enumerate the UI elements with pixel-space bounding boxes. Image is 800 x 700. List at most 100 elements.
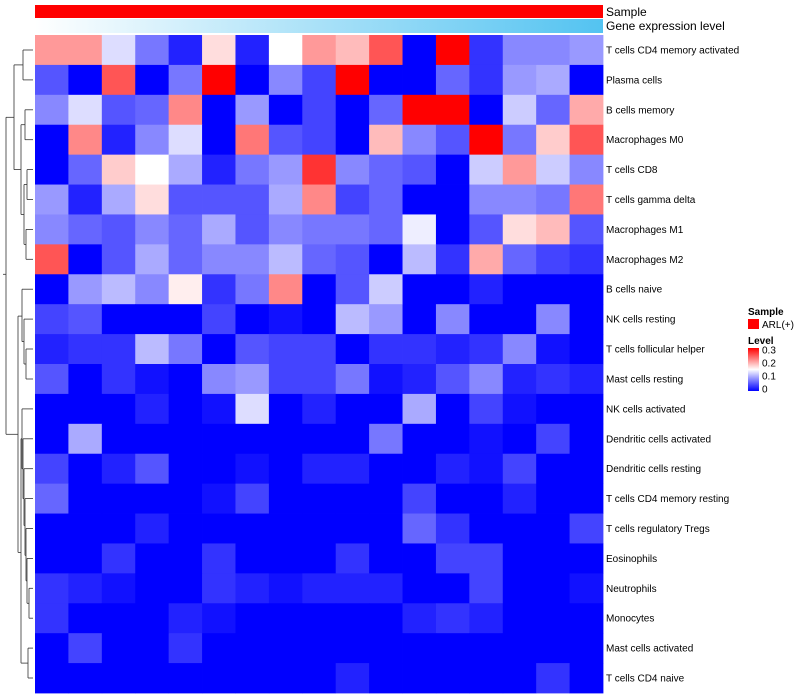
heatmap-cell [268, 35, 303, 66]
heatmap-cell [502, 543, 537, 574]
legend-sample-title: Sample [748, 307, 784, 318]
heatmap-cell [135, 64, 170, 96]
heatmap-cell [302, 543, 337, 574]
heatmap-cell [268, 94, 303, 126]
heatmap-cell [335, 663, 370, 694]
heatmap-cell [302, 154, 337, 185]
heatmap-cell [235, 663, 270, 694]
heatmap-cell [68, 184, 103, 215]
row-label: T cells follicular helper [606, 345, 705, 356]
heatmap-cell [268, 274, 303, 305]
heatmap-cell [369, 483, 403, 514]
heatmap-cell [135, 423, 170, 455]
heatmap-cell [101, 393, 136, 425]
heatmap-cell [202, 94, 236, 126]
heatmap-cell [369, 663, 403, 694]
heatmap-cell [268, 214, 303, 245]
heatmap-cell [168, 304, 203, 335]
heatmap-cell [502, 603, 537, 634]
heatmap-cell [335, 364, 370, 395]
heatmap-cell [302, 423, 337, 455]
row-label: Macrophages M1 [606, 225, 684, 236]
heatmap-cell [302, 124, 337, 156]
heatmap-cell [569, 35, 604, 66]
heatmap-cell [68, 304, 103, 335]
legend-tick-label: 0 [762, 385, 768, 396]
heatmap-cell [101, 214, 136, 245]
heatmap-cell [268, 64, 303, 96]
heatmap-cell [335, 393, 370, 425]
heatmap-cell [202, 154, 236, 185]
heatmap-cell [235, 483, 270, 514]
heatmap-cell [101, 483, 136, 514]
heatmap-cell [569, 483, 604, 514]
heatmap-cell [536, 274, 570, 305]
heatmap-cell [469, 35, 504, 66]
heatmap-cell [536, 334, 570, 365]
heatmap-cell [435, 64, 470, 96]
heatmap-cell [101, 64, 136, 96]
heatmap-cell [435, 364, 470, 395]
heatmap-cell [268, 124, 303, 156]
heatmap-cell [68, 513, 103, 544]
heatmap-cell [435, 573, 470, 604]
heatmap-cell [569, 244, 604, 275]
heatmap-cell [35, 423, 69, 455]
heatmap-cell [369, 214, 403, 245]
heatmap-cell [135, 35, 170, 66]
heatmap-cell [569, 633, 604, 664]
heatmap-cell [202, 513, 236, 544]
heatmap-cell [202, 633, 236, 664]
heatmap-cell [335, 304, 370, 335]
heatmap-cell [268, 453, 303, 485]
heatmap-cell [35, 513, 69, 544]
heatmap-cell [168, 35, 203, 66]
row-label: NK cells resting [606, 315, 675, 326]
heatmap-cell [536, 453, 570, 485]
heatmap-cell [569, 94, 604, 126]
heatmap-cell [302, 603, 337, 634]
heatmap-cells [35, 35, 604, 694]
heatmap-cell [168, 663, 203, 694]
heatmap-cell [435, 543, 470, 574]
heatmap-cell [502, 124, 537, 156]
heatmap-cell [35, 633, 69, 664]
heatmap-cell [569, 274, 604, 305]
heatmap-cell [469, 543, 504, 574]
heatmap-cell [402, 513, 437, 544]
heatmap-cell [135, 334, 170, 365]
row-dendrogram [3, 49, 33, 679]
heatmap-cell [135, 304, 170, 335]
heatmap-cell [135, 483, 170, 514]
heatmap-cell [268, 184, 303, 215]
heatmap-cell [202, 244, 236, 275]
heatmap-cell [168, 423, 203, 455]
heatmap-cell [402, 603, 437, 634]
heatmap-cell [235, 603, 270, 634]
heatmap-cell [536, 124, 570, 156]
heatmap-cell [168, 573, 203, 604]
heatmap-cell [135, 244, 170, 275]
heatmap-cell [469, 513, 504, 544]
heatmap-cell [135, 184, 170, 215]
heatmap-cell [536, 393, 570, 425]
row-label: NK cells activated [606, 404, 685, 415]
heatmap-cell [135, 154, 170, 185]
heatmap-cell [369, 543, 403, 574]
row-label: B cells memory [606, 105, 674, 116]
heatmap-cell [202, 274, 236, 305]
heatmap-cell [502, 334, 537, 365]
heatmap-cell [35, 274, 69, 305]
heatmap-cell [101, 573, 136, 604]
heatmap-cell [35, 453, 69, 485]
heatmap-cell [202, 364, 236, 395]
heatmap-cell [35, 154, 69, 185]
heatmap-cell [235, 453, 270, 485]
heatmap-cell [202, 483, 236, 514]
heatmap-cell [402, 573, 437, 604]
heatmap-cell [135, 214, 170, 245]
heatmap-cell [502, 423, 537, 455]
heatmap-cell [268, 603, 303, 634]
heatmap-cell [369, 244, 403, 275]
heatmap-cell [502, 483, 537, 514]
